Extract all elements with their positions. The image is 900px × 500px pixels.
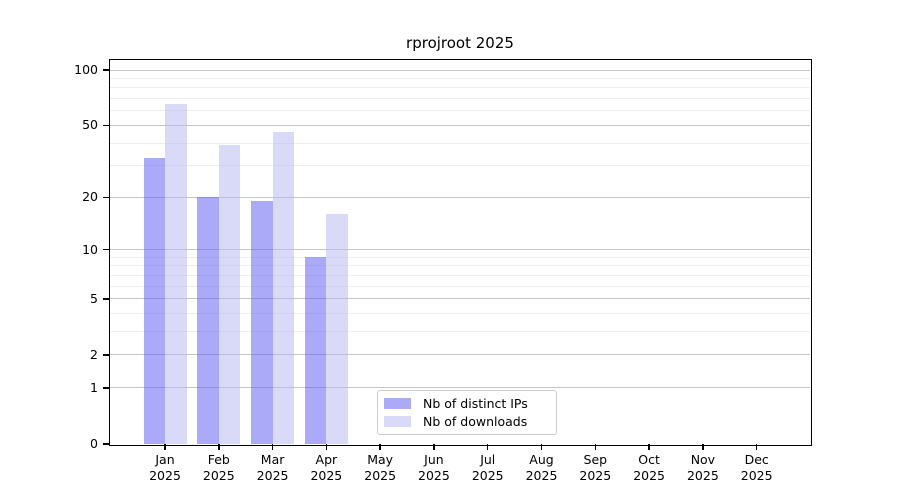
x-tick-label-apr: Apr 2025: [310, 452, 343, 483]
x-tick-label-sep: Sep 2025: [579, 452, 612, 483]
bar-distinct-ips-feb: [197, 197, 219, 444]
gridline-minor-6: [110, 285, 810, 287]
x-tick-mark-jan: [164, 444, 166, 450]
legend-item-downloads: Nb of downloads: [384, 414, 548, 429]
y-tick-label-1: 1: [90, 379, 98, 395]
gridline-major-1: [110, 387, 810, 389]
chart-title: rprojroot 2025: [406, 34, 514, 52]
bar-downloads-feb: [218, 145, 241, 444]
gridline-major-50: [110, 124, 810, 126]
y-tick-label-0: 0: [90, 436, 98, 451]
y-tick-mark-5: [103, 298, 110, 300]
y-tick-mark-1: [103, 387, 110, 389]
bar-distinct-ips-mar: [251, 201, 273, 444]
bar-downloads-jan: [165, 104, 187, 444]
legend: Nb of distinct IPs Nb of downloads: [377, 390, 557, 435]
y-tick-label-20: 20: [82, 189, 98, 205]
x-tick-mark-jun: [433, 444, 435, 450]
y-tick-mark-2: [103, 354, 110, 356]
x-tick-mark-feb: [218, 444, 220, 450]
y-tick-label-2: 2: [90, 346, 98, 362]
x-tick-label-feb: Feb 2025: [202, 452, 235, 483]
gridline-minor-4: [110, 313, 810, 315]
gridline-major-10: [110, 249, 810, 251]
x-tick-mark-dec: [755, 444, 758, 450]
x-tick-label-nov: Nov 2025: [686, 452, 719, 483]
gridline-minor-9: [110, 256, 810, 258]
y-tick-mark-0: [103, 443, 110, 445]
x-tick-label-aug: Aug 2025: [525, 452, 558, 483]
y-tick-mark-100: [103, 69, 110, 71]
gridline-minor-8: [110, 265, 810, 267]
gridline-major-20: [110, 196, 810, 198]
x-tick-label-dec: Dec 2025: [740, 452, 773, 483]
gridline-minor-90: [110, 77, 810, 79]
legend-swatch-distinct-ips: [384, 398, 411, 409]
y-tick-mark-20: [103, 196, 110, 199]
gridline-major-2: [110, 354, 810, 356]
gridline-minor-30: [110, 165, 810, 167]
legend-item-distinct-ips: Nb of distinct IPs: [384, 396, 548, 411]
legend-label-distinct-ips: Nb of distinct IPs: [423, 396, 528, 411]
gridline-minor-60: [110, 110, 810, 112]
bar-distinct-ips-apr: [304, 257, 327, 444]
x-tick-label-jun: Jun 2025: [418, 452, 450, 483]
x-tick-mark-sep: [594, 444, 597, 450]
bar-downloads-mar: [272, 132, 295, 444]
gridline-minor-3: [110, 331, 810, 333]
x-tick-label-may: May 2025: [364, 452, 397, 483]
gridline-minor-40: [110, 142, 810, 144]
x-tick-mark-oct: [648, 444, 650, 450]
x-tick-label-mar: Mar 2025: [256, 452, 289, 483]
x-tick-mark-may: [379, 444, 381, 450]
x-tick-label-oct: Oct 2025: [633, 452, 666, 483]
legend-swatch-downloads: [384, 416, 411, 427]
legend-label-downloads: Nb of downloads: [423, 414, 528, 429]
x-tick-mark-aug: [540, 444, 543, 450]
y-tick-label-10: 10: [82, 241, 98, 257]
gridline-major-100: [110, 69, 810, 71]
plot-area: [110, 60, 810, 444]
gridline-minor-70: [110, 98, 810, 100]
y-tick-label-5: 5: [90, 290, 98, 306]
bar-distinct-ips-jan: [143, 158, 165, 444]
gridline-minor-7: [110, 274, 810, 276]
gridline-minor-80: [110, 87, 810, 89]
x-tick-mark-jul: [486, 444, 489, 450]
gridline-major-5: [110, 298, 810, 300]
y-tick-mark-10: [103, 248, 110, 251]
x-tick-label-jul: Jul 2025: [471, 452, 504, 483]
y-tick-mark-50: [103, 124, 110, 127]
y-tick-label-100: 100: [74, 62, 98, 78]
y-tick-label-50: 50: [82, 117, 98, 133]
x-tick-label-jan: Jan 2025: [149, 452, 181, 483]
x-tick-mark-apr: [325, 444, 328, 450]
x-tick-mark-mar: [271, 444, 274, 450]
x-tick-mark-nov: [702, 444, 704, 450]
bar-downloads-apr: [326, 214, 348, 444]
